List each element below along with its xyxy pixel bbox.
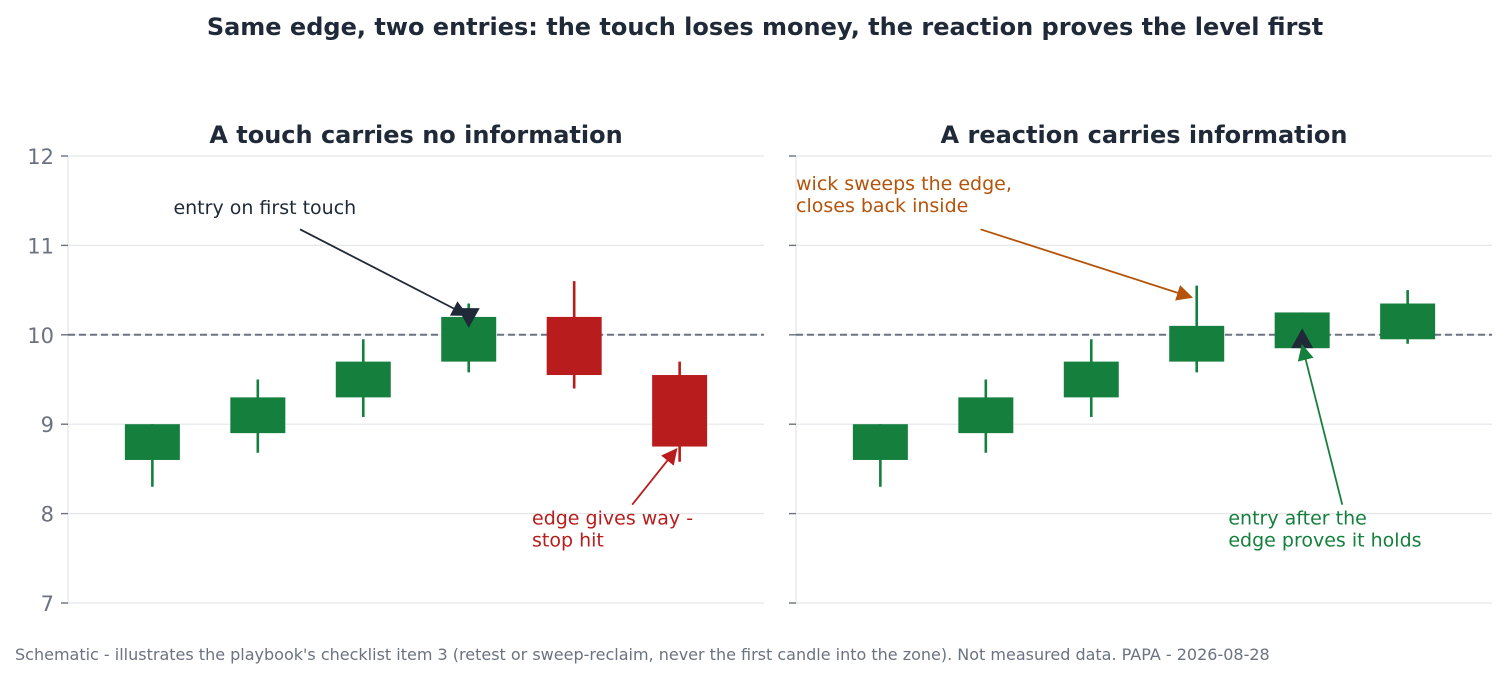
candle-body bbox=[852, 424, 908, 460]
y-tick-label: 10 bbox=[27, 324, 54, 348]
annotation-text: edge proves it holds bbox=[1228, 529, 1421, 551]
y-tick-label: 12 bbox=[27, 145, 54, 169]
annotation-arrow bbox=[631, 447, 678, 506]
annotation-arrow bbox=[980, 228, 1193, 301]
candle-body bbox=[1063, 361, 1119, 398]
annotation-text: wick sweeps the edge, bbox=[796, 173, 1012, 195]
candle-body bbox=[958, 397, 1014, 434]
candle-6 bbox=[652, 361, 708, 462]
annotation-text: entry after the bbox=[1228, 507, 1366, 529]
candle-4 bbox=[1169, 285, 1225, 373]
y-tick-label: 8 bbox=[41, 503, 54, 527]
chart-footer: Schematic - illustrates the playbook's c… bbox=[15, 645, 1270, 664]
candle-1 bbox=[124, 424, 180, 487]
candle-body bbox=[230, 397, 286, 434]
chart-panel-2: A reaction carries information wick sweep… bbox=[789, 121, 1492, 604]
annotation-arrow bbox=[1297, 343, 1344, 505]
annotation-1: entry on first touch bbox=[173, 197, 469, 316]
candle-body bbox=[546, 316, 602, 376]
annotation-1: wick sweeps the edge,closes back inside bbox=[796, 173, 1193, 301]
y-tick-label: 9 bbox=[41, 413, 54, 437]
candle-3 bbox=[335, 339, 391, 418]
chart-title: Same edge, two entries: the touch loses … bbox=[207, 13, 1323, 41]
candle-3 bbox=[1063, 339, 1119, 418]
candle-6 bbox=[1380, 290, 1436, 344]
candle-body bbox=[335, 361, 391, 398]
candle-2 bbox=[230, 379, 286, 453]
annotation-text: closes back inside bbox=[796, 195, 968, 217]
y-tick-label: 7 bbox=[41, 592, 54, 616]
y-tick-label: 11 bbox=[27, 234, 54, 258]
annotation-text: stop hit bbox=[532, 529, 604, 551]
candle-5 bbox=[546, 281, 602, 389]
candle-body bbox=[1380, 303, 1436, 340]
annotation-text: entry on first touch bbox=[173, 197, 356, 219]
annotation-2: edge gives way -stop hit bbox=[532, 447, 693, 551]
candle-body bbox=[652, 375, 708, 447]
candle-2 bbox=[958, 379, 1014, 453]
candle-body bbox=[1169, 325, 1225, 362]
panel-title: A touch carries no information bbox=[209, 121, 622, 149]
candle-1 bbox=[852, 424, 908, 487]
panel-title: A reaction carries information bbox=[941, 121, 1348, 149]
annotation-arrow bbox=[299, 228, 469, 316]
entry-marker bbox=[1291, 328, 1314, 349]
candle-body bbox=[124, 424, 180, 460]
chart-panel-1: A touch carries no information 7 8 9 10 11 12 e… bbox=[27, 121, 764, 616]
annotation-text: edge gives way - bbox=[532, 507, 693, 529]
